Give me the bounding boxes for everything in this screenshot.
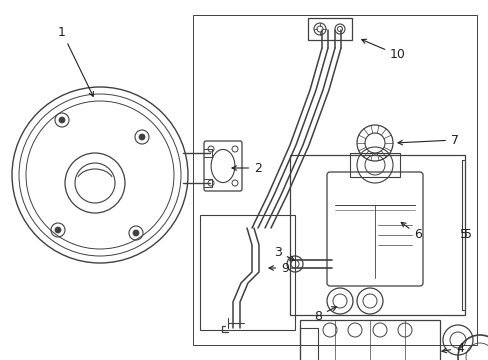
Text: 6: 6 xyxy=(400,222,421,242)
Text: 1: 1 xyxy=(58,26,93,96)
Text: 5: 5 xyxy=(459,229,467,242)
Bar xyxy=(299,328,317,360)
FancyBboxPatch shape xyxy=(326,172,422,286)
Bar xyxy=(349,153,399,177)
Circle shape xyxy=(133,230,139,236)
Circle shape xyxy=(55,227,61,233)
Text: 8: 8 xyxy=(313,307,336,323)
Bar xyxy=(193,15,476,345)
Text: 5: 5 xyxy=(463,229,471,242)
Circle shape xyxy=(59,117,65,123)
Text: 10: 10 xyxy=(361,39,405,62)
Bar xyxy=(289,155,464,315)
Text: 2: 2 xyxy=(231,162,262,175)
Bar xyxy=(307,18,351,40)
Text: 7: 7 xyxy=(397,134,458,147)
Bar xyxy=(200,215,294,330)
Text: 4: 4 xyxy=(441,342,463,355)
Circle shape xyxy=(139,134,145,140)
Text: 3: 3 xyxy=(273,246,294,260)
Bar xyxy=(299,320,439,360)
Text: 9: 9 xyxy=(268,261,288,274)
